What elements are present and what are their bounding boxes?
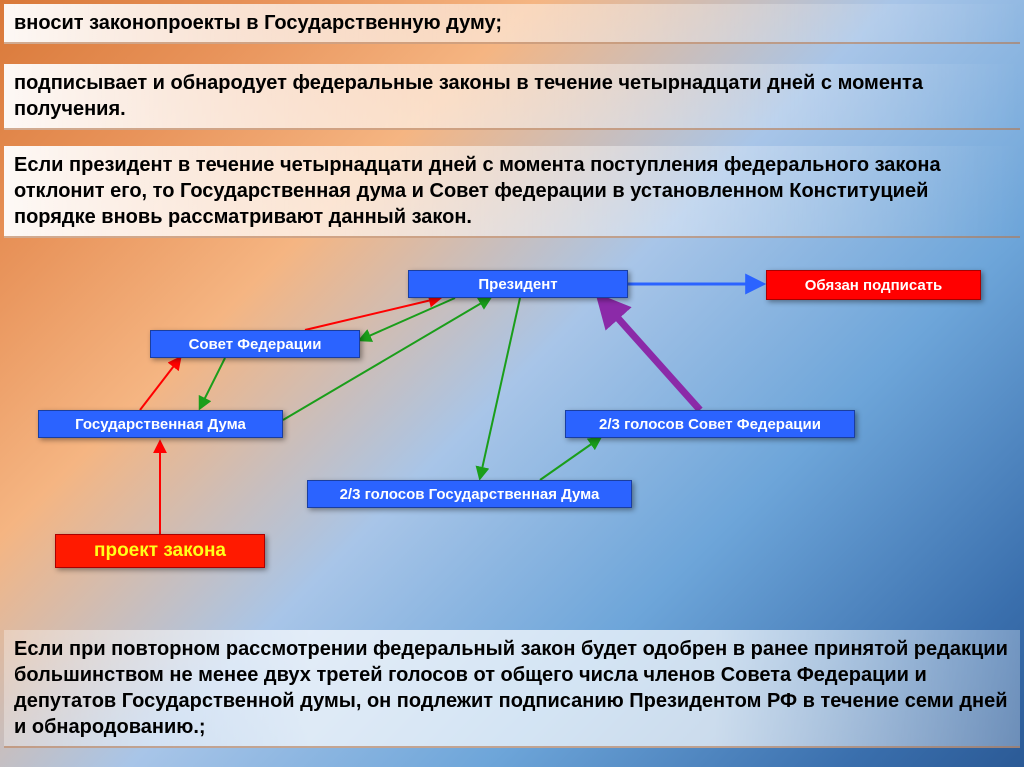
node-sovet23: 2/3 голосов Совет Федерации [565,410,855,438]
node-president: Президент [408,270,628,298]
text-box-2: подписывает и обнародует федеральные зак… [4,64,1020,130]
node-obyazan: Обязан подписать [766,270,981,300]
text-box-3: Если президент в течение четырнадцати дн… [4,146,1020,238]
text-box-4: Если при повторном рассмотрении федераль… [4,630,1020,748]
node-proekt: проект закона [55,534,265,568]
node-sovet: Совет Федерации [150,330,360,358]
text-box-1: вносит законопроекты в Государственную д… [4,4,1020,44]
node-duma23: 2/3 голосов Государственная Дума [307,480,632,508]
node-duma: Государственная Дума [38,410,283,438]
